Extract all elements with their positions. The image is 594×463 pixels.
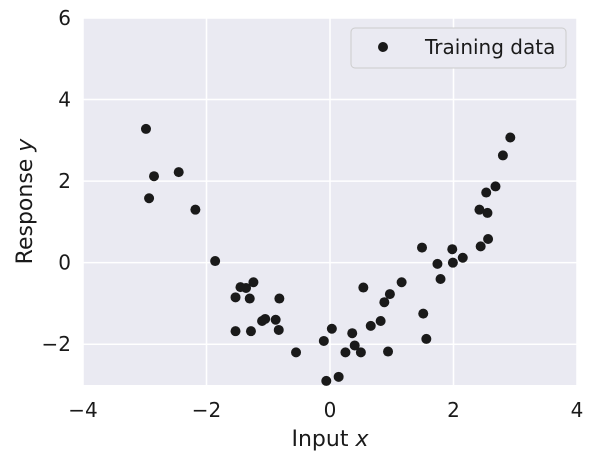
data-point	[474, 204, 485, 215]
y-tick-label: −2	[42, 332, 71, 356]
x-axis-label-var: x	[354, 427, 369, 452]
data-point	[144, 193, 155, 204]
data-point	[497, 150, 508, 161]
y-tick-label: 2	[58, 169, 71, 193]
data-point	[384, 289, 395, 300]
data-point	[379, 297, 390, 308]
y-tick-label: 6	[58, 6, 71, 30]
x-tick-label: 2	[447, 398, 460, 422]
data-point	[418, 308, 429, 319]
data-point	[447, 244, 458, 255]
data-point	[190, 204, 201, 215]
data-point	[457, 252, 468, 263]
data-point	[396, 277, 407, 288]
data-point	[140, 123, 151, 134]
data-point	[333, 371, 344, 382]
y-axis-label: Response y	[13, 138, 38, 265]
data-point	[347, 328, 358, 339]
x-tick-label: 0	[324, 398, 337, 422]
data-point	[481, 187, 492, 198]
data-point	[375, 315, 386, 326]
data-point	[244, 293, 255, 304]
y-axis-label-var: y	[13, 138, 38, 153]
x-tick-label: 4	[571, 398, 584, 422]
data-point	[417, 242, 428, 253]
data-point	[291, 347, 302, 358]
data-point	[505, 132, 516, 143]
data-point	[421, 333, 432, 344]
data-point	[483, 234, 494, 245]
data-point	[260, 313, 271, 324]
data-point	[482, 207, 493, 218]
x-tick-label: −4	[68, 398, 97, 422]
data-point	[358, 282, 369, 293]
data-point	[270, 314, 281, 325]
data-point	[490, 181, 501, 192]
data-point	[248, 277, 259, 288]
data-point	[326, 323, 337, 334]
data-point	[318, 335, 329, 346]
data-point	[435, 273, 446, 284]
data-point	[173, 167, 184, 178]
y-axis-label-text: Response	[13, 152, 38, 265]
data-point	[274, 293, 285, 304]
data-point	[273, 324, 284, 335]
x-axis-label: Input x	[292, 427, 370, 452]
legend: Training data	[350, 27, 567, 69]
data-point	[321, 375, 332, 386]
legend-label: Training data	[424, 35, 555, 59]
data-point	[340, 347, 351, 358]
data-point	[447, 257, 458, 268]
x-tick-label: −2	[192, 398, 221, 422]
data-point	[210, 256, 221, 267]
tick-labels: −4 −2 0 2 4 −2 0 2 4 6	[42, 6, 584, 422]
legend-marker	[378, 42, 388, 52]
grid-lines	[82, 17, 578, 385]
y-tick-label: 0	[58, 251, 71, 275]
data-point	[241, 282, 252, 293]
y-tick-label: 4	[58, 88, 71, 112]
data-point	[349, 340, 360, 351]
data-point	[245, 326, 256, 337]
data-point	[365, 320, 376, 331]
data-point	[355, 347, 366, 358]
data-point	[475, 241, 486, 252]
data-point	[230, 326, 241, 337]
data-point	[383, 346, 394, 357]
x-axis-label-text: Input	[292, 427, 356, 452]
data-point	[432, 258, 443, 269]
data-point	[149, 171, 160, 182]
data-point	[230, 292, 241, 303]
data-points	[140, 123, 516, 386]
legend-box	[350, 27, 567, 69]
